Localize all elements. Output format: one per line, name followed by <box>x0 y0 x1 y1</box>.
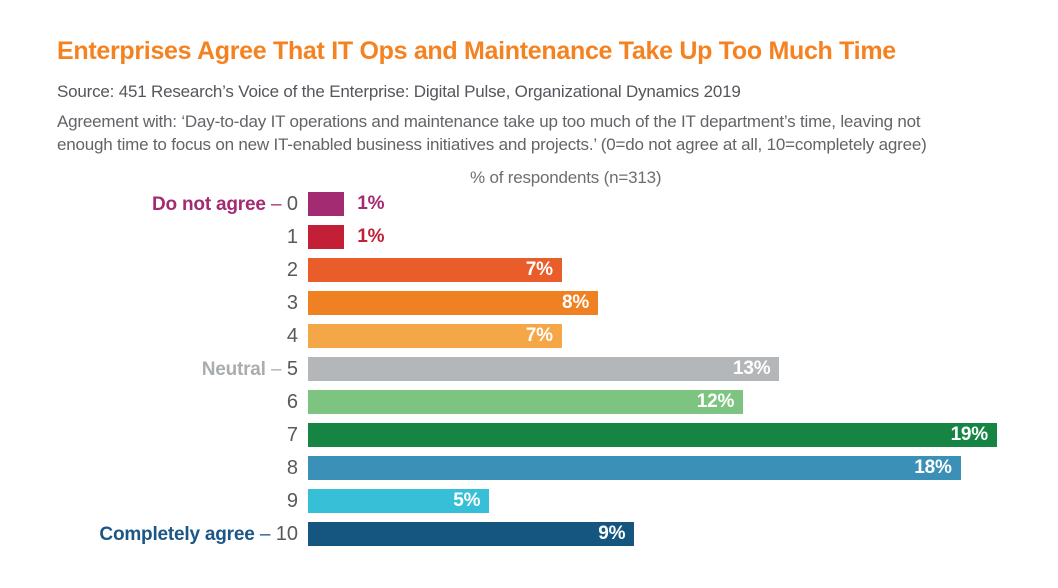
description-line-2: enough time to focus on new IT-enabled b… <box>57 135 927 154</box>
bar: 19% <box>308 423 997 447</box>
category-label: 2 <box>57 258 298 283</box>
bar: 8% <box>308 291 599 315</box>
chart-description: Agreement with: ‘Day-to-day IT operation… <box>57 110 1022 156</box>
category-phrase: Do not agree <box>152 193 266 215</box>
bar-value-label: 7% <box>525 325 553 346</box>
bar-row: Do not agree – 0 1% <box>57 192 1058 216</box>
bar <box>308 192 345 216</box>
category-label: 8 <box>57 456 298 481</box>
bar: 5% <box>308 489 490 513</box>
bar-track: 8% <box>308 291 997 315</box>
bar: 12% <box>308 390 744 414</box>
bar: 9% <box>308 522 635 546</box>
bar: 7% <box>308 258 562 282</box>
category-label: 1 <box>57 225 298 250</box>
bar-row: 4 7% <box>57 324 1058 348</box>
category-dash: – <box>254 523 276 545</box>
bar-row: 7 19% <box>57 423 1058 447</box>
source-line: Source: 451 Research’s Voice of the Ente… <box>57 82 741 101</box>
bar-track: 1% <box>308 192 997 216</box>
bar-track: 1% <box>308 225 997 249</box>
bar-track: 7% <box>308 324 997 348</box>
bar-track: 5% <box>308 489 997 513</box>
category-phrase: Neutral <box>201 358 266 380</box>
bar: 18% <box>308 456 961 480</box>
category-label: Neutral – 5 <box>57 357 298 382</box>
category-number: 1 <box>286 225 298 248</box>
category-number: 9 <box>286 489 298 512</box>
bar-value-label: 8% <box>562 292 590 313</box>
bar-track: 9% <box>308 522 997 546</box>
bar-value-label: 9% <box>598 523 626 544</box>
description-line-1: Agreement with: ‘Day-to-day IT operation… <box>57 112 921 131</box>
category-label: 3 <box>57 291 298 316</box>
category-phrase: Completely agree <box>99 523 255 545</box>
category-number: 4 <box>286 324 298 347</box>
category-dash: – <box>265 358 287 380</box>
bar: 7% <box>308 324 562 348</box>
bar-track: 13% <box>308 357 997 381</box>
bar-track: 19% <box>308 423 997 447</box>
chart-title: Enterprises Agree That IT Ops and Mainte… <box>57 37 896 65</box>
category-label: Completely agree – 10 <box>57 522 298 547</box>
bar-row: 8 18% <box>57 456 1058 480</box>
category-number: 0 <box>286 192 298 215</box>
category-number: 2 <box>286 258 298 281</box>
bar-value-label: 13% <box>732 358 771 379</box>
category-label: 9 <box>57 489 298 514</box>
category-label: 7 <box>57 423 298 448</box>
bar-value-label-outside: 1% <box>357 193 385 214</box>
category-number: 7 <box>286 423 298 446</box>
category-dash: – <box>265 193 287 215</box>
bar-row: 9 5% <box>57 489 1058 513</box>
category-number: 3 <box>286 291 298 314</box>
bar-rows: Do not agree – 0 1% 1 1% 2 7% 3 <box>57 192 1058 546</box>
bar-row: 1 1% <box>57 225 1058 249</box>
category-label: 4 <box>57 324 298 349</box>
bar-track: 12% <box>308 390 997 414</box>
respondents-annotation: % of respondents (n=313) <box>470 168 662 187</box>
bar-row: 3 8% <box>57 291 1058 315</box>
category-number: 6 <box>286 390 298 413</box>
bar <box>308 225 345 249</box>
bar-row: Neutral – 5 13% <box>57 357 1058 381</box>
category-number: 5 <box>286 357 298 380</box>
category-label: Do not agree – 0 <box>57 192 298 217</box>
bar-value-label-outside: 1% <box>357 226 385 247</box>
bar-row: 6 12% <box>57 390 1058 414</box>
bar-track: 7% <box>308 258 997 282</box>
bar-value-label: 5% <box>453 490 481 511</box>
bar-row: Completely agree – 10 9% <box>57 522 1058 546</box>
bar-value-label: 12% <box>696 391 735 412</box>
bar: 13% <box>308 357 780 381</box>
bar-row: 2 7% <box>57 258 1058 282</box>
category-number: 10 <box>275 522 298 545</box>
category-number: 8 <box>286 456 298 479</box>
category-label: 6 <box>57 390 298 415</box>
bar-value-label: 18% <box>914 457 952 478</box>
bar-value-label: 19% <box>950 424 989 445</box>
bar-track: 18% <box>308 456 997 480</box>
bar-value-label: 7% <box>525 259 553 280</box>
